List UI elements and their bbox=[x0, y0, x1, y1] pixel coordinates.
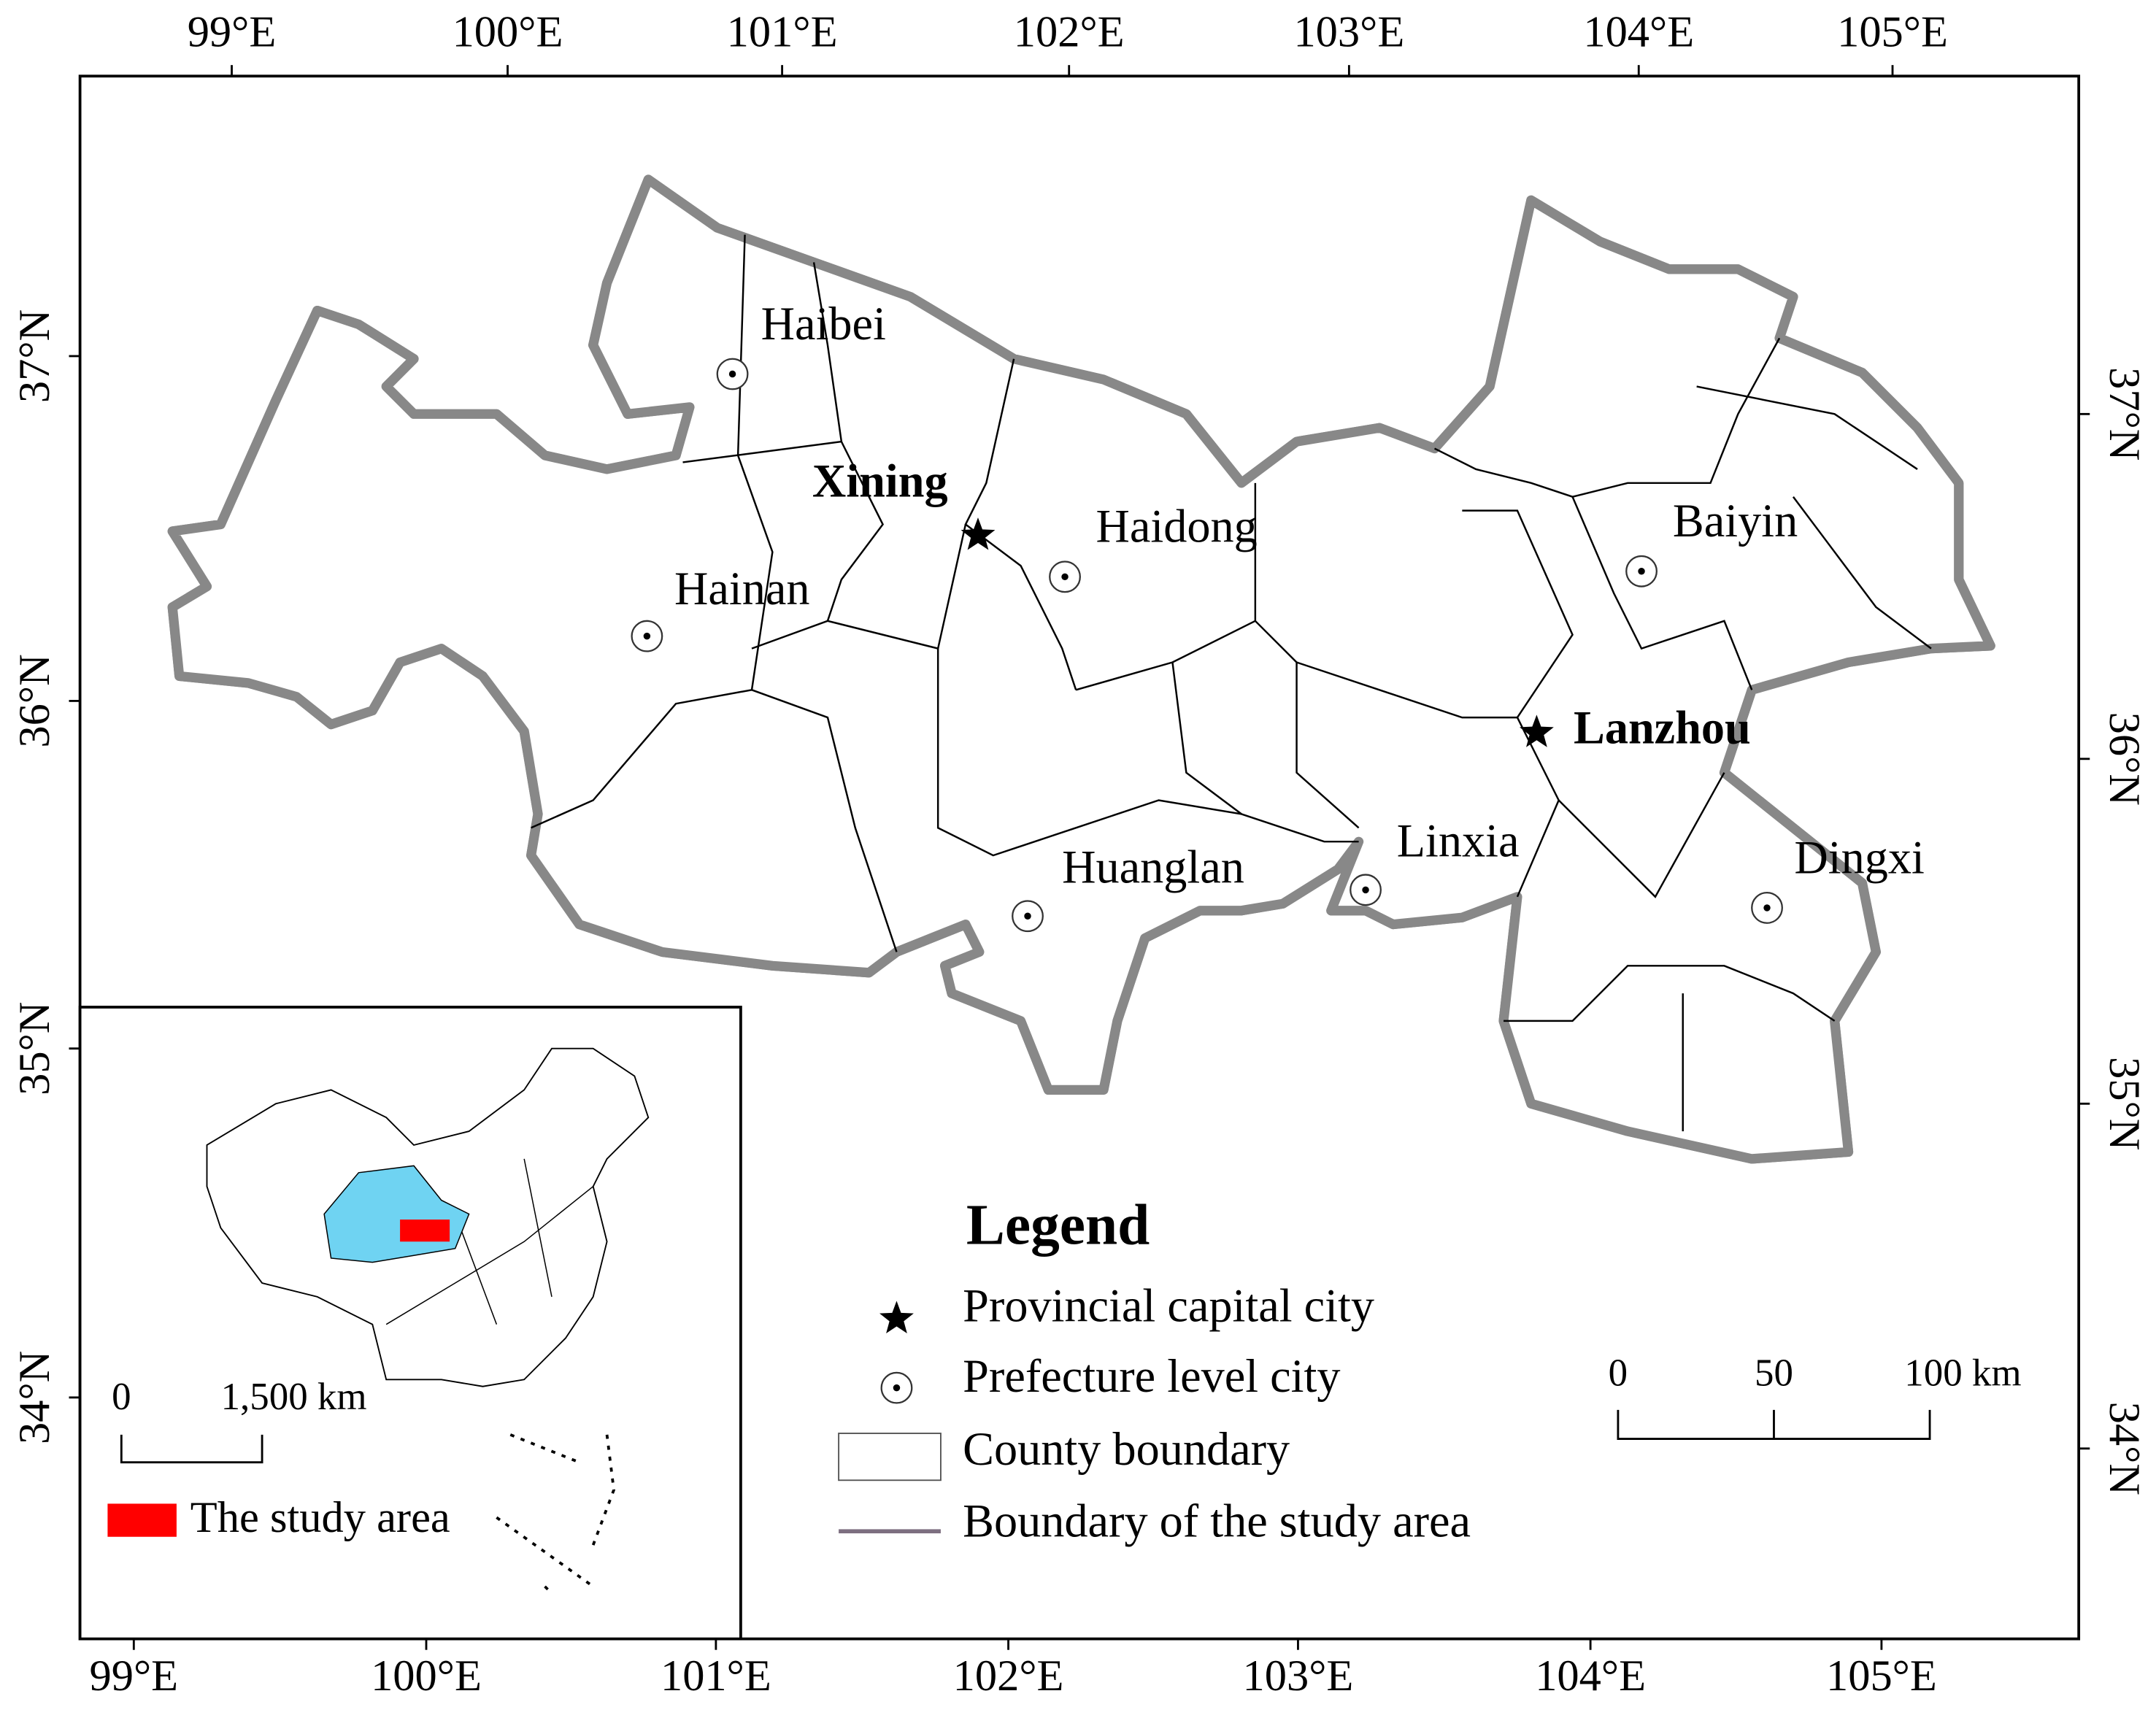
city-label: Haibei bbox=[761, 298, 886, 350]
bottom-axis-label: 103°E bbox=[1243, 1652, 1354, 1700]
top-axis-label: 103°E bbox=[1293, 7, 1404, 56]
prefecture-dot bbox=[643, 632, 651, 640]
city-label: Lanzhou bbox=[1574, 702, 1751, 754]
county-line bbox=[1462, 509, 1574, 898]
inset-legend-label: The study area bbox=[190, 1493, 450, 1542]
county-line bbox=[751, 689, 898, 952]
county-line bbox=[1558, 772, 1725, 898]
islands bbox=[496, 1433, 615, 1595]
legend-title: Legend bbox=[966, 1193, 1150, 1257]
scale-label: 100 km bbox=[1904, 1352, 2021, 1395]
map-frame bbox=[78, 74, 2081, 1641]
county-line bbox=[1504, 965, 1836, 1022]
prefecture-dot bbox=[1061, 573, 1069, 581]
county-line bbox=[1171, 662, 1242, 815]
city-label: Xining bbox=[812, 455, 948, 506]
legend-county-swatch bbox=[838, 1433, 942, 1482]
county-boundaries bbox=[531, 234, 1932, 1132]
scale-bar bbox=[1617, 1409, 1931, 1440]
study-area bbox=[172, 180, 1995, 1164]
bottom-axis-label: 100°E bbox=[371, 1652, 482, 1700]
city-label: Huanglan bbox=[1062, 841, 1244, 893]
top-axis-label: 102°E bbox=[1014, 7, 1125, 56]
city-label: Dingxi bbox=[1794, 831, 1924, 883]
county-line bbox=[1434, 337, 1781, 498]
inset bbox=[78, 1006, 742, 1641]
left-axis-label: 35°N bbox=[10, 1002, 59, 1095]
bottom-axis-label: 104°E bbox=[1535, 1652, 1646, 1700]
study-area-inset bbox=[400, 1220, 450, 1242]
top-axis-label: 104°E bbox=[1583, 7, 1694, 56]
left-axis-label: 34°N bbox=[10, 1351, 59, 1444]
county-line bbox=[1571, 496, 1753, 690]
left-axis-label: 36°N bbox=[10, 654, 59, 747]
inset-scale-label: 1,500 km bbox=[221, 1376, 367, 1418]
city-label: Hainan bbox=[674, 563, 810, 614]
bottom-axis-label: 102°E bbox=[953, 1652, 1064, 1700]
city-label: Baiyin bbox=[1673, 495, 1798, 547]
prefecture-dot bbox=[1024, 912, 1031, 920]
legend-label: Prefecture level city bbox=[963, 1350, 1340, 1402]
right-axis-label: 36°N bbox=[2100, 712, 2149, 806]
capital-symbol bbox=[960, 517, 996, 550]
county-line bbox=[1295, 662, 1360, 829]
right-axis-label: 34°N bbox=[2100, 1402, 2149, 1495]
bottom-axis-label: 105°E bbox=[1826, 1652, 1937, 1700]
top-axis-label: 105°E bbox=[1837, 7, 1948, 56]
top-axis-label: 101°E bbox=[727, 7, 838, 56]
scale-label: 50 bbox=[1755, 1352, 1793, 1395]
city-label: Haidong bbox=[1096, 501, 1257, 552]
capital-symbol bbox=[1519, 714, 1554, 747]
prefecture-dot bbox=[893, 1384, 901, 1392]
legend-label: County boundary bbox=[963, 1423, 1290, 1475]
prefecture-dot bbox=[728, 370, 736, 378]
county-line bbox=[682, 262, 843, 463]
capital-symbol bbox=[879, 1301, 914, 1333]
inset-scale-bar bbox=[120, 1434, 263, 1464]
left-axis-label: 37°N bbox=[10, 309, 59, 403]
legend-label: Provincial capital city bbox=[963, 1280, 1374, 1332]
legend-label: Boundary of the study area bbox=[963, 1495, 1471, 1546]
county-line bbox=[964, 358, 1077, 690]
bottom-axis-label: 99°E bbox=[90, 1652, 179, 1700]
county-line bbox=[1696, 385, 1918, 470]
county-line bbox=[936, 648, 1359, 857]
prefecture-dot bbox=[1362, 886, 1369, 894]
legend bbox=[838, 1409, 1931, 1534]
county-line bbox=[1792, 496, 1932, 650]
scale-label: 0 bbox=[1609, 1352, 1628, 1395]
prefecture-dot bbox=[1763, 904, 1771, 912]
inset-scale-label: 0 bbox=[112, 1376, 131, 1418]
county-line bbox=[751, 441, 885, 650]
top-axis-label: 100°E bbox=[453, 7, 563, 56]
right-axis-label: 37°N bbox=[2100, 367, 2149, 461]
inset-legend-swatch bbox=[107, 1503, 177, 1537]
right-axis-label: 35°N bbox=[2100, 1057, 2149, 1150]
city-label: Linxia bbox=[1397, 815, 1520, 867]
prefecture-dot bbox=[1638, 568, 1645, 575]
bottom-axis-label: 101°E bbox=[661, 1652, 771, 1700]
top-axis-label: 99°E bbox=[188, 7, 277, 56]
